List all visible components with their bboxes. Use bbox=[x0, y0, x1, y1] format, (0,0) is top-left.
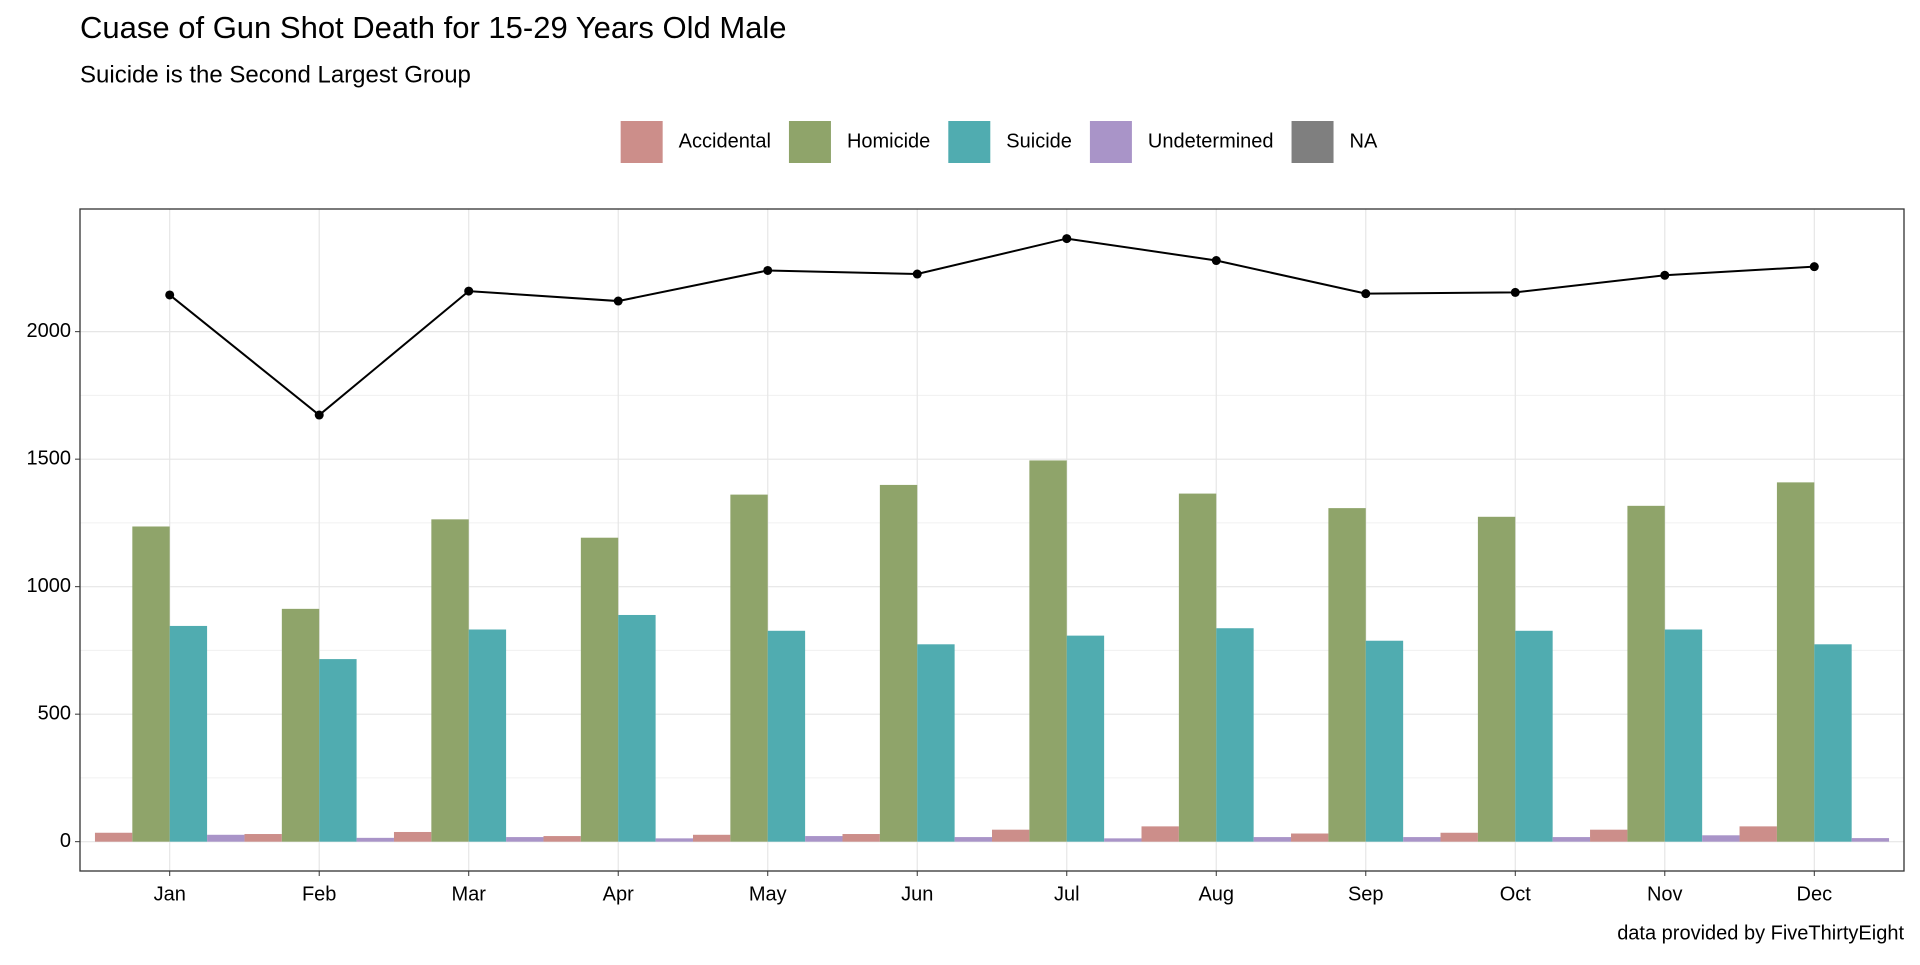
bar bbox=[692, 834, 731, 842]
bar bbox=[1776, 482, 1815, 842]
x-tick-label: Sep bbox=[1348, 883, 1384, 905]
chart-subtitle: Suicide is the Second Largest Group bbox=[80, 61, 471, 88]
bar bbox=[1365, 640, 1404, 842]
x-tick-label: Jan bbox=[154, 883, 186, 905]
bar bbox=[1664, 629, 1703, 842]
bar bbox=[1552, 837, 1591, 842]
y-tick-label: 500 bbox=[38, 702, 71, 724]
bar bbox=[1141, 826, 1179, 842]
bar bbox=[767, 630, 806, 842]
bar bbox=[1515, 630, 1553, 842]
total-point bbox=[1211, 256, 1221, 266]
legend-key bbox=[1291, 121, 1334, 163]
x-tick-label: Aug bbox=[1198, 883, 1234, 905]
bar bbox=[1851, 838, 1890, 842]
x-tick-label: Feb bbox=[302, 883, 336, 905]
bar bbox=[1814, 644, 1852, 842]
bar bbox=[1253, 837, 1292, 842]
total-point bbox=[1361, 289, 1371, 299]
total-point bbox=[763, 265, 773, 275]
x-tick-label: Apr bbox=[603, 883, 634, 905]
legend-key bbox=[620, 121, 663, 163]
bar bbox=[132, 526, 170, 842]
bar bbox=[730, 494, 768, 842]
bar bbox=[393, 831, 432, 842]
legend-key bbox=[1089, 121, 1132, 163]
bar bbox=[1216, 628, 1254, 842]
total-point bbox=[1062, 234, 1072, 244]
legend-key bbox=[948, 121, 991, 163]
y-tick-label: 1500 bbox=[27, 447, 72, 469]
bar bbox=[1178, 493, 1217, 842]
y-tick-label: 2000 bbox=[27, 320, 72, 342]
bar bbox=[319, 659, 357, 842]
bar bbox=[94, 832, 133, 842]
panel-border bbox=[79, 208, 1905, 872]
total-point bbox=[165, 290, 175, 300]
bar bbox=[543, 836, 581, 842]
legend-key bbox=[788, 121, 831, 163]
bar bbox=[1440, 832, 1478, 842]
bar bbox=[917, 644, 955, 842]
legend-label: NA bbox=[1350, 130, 1378, 152]
bar bbox=[244, 834, 282, 842]
bar bbox=[431, 519, 469, 842]
total-point bbox=[912, 269, 922, 279]
legend-label: Accidental bbox=[679, 130, 771, 152]
total-point bbox=[1660, 270, 1670, 280]
bar bbox=[1328, 508, 1366, 842]
chart-title: Cuase of Gun Shot Death for 15-29 Years … bbox=[80, 10, 787, 45]
bar bbox=[842, 834, 880, 842]
bar bbox=[506, 837, 544, 842]
bar bbox=[1029, 460, 1067, 842]
bar bbox=[805, 836, 843, 842]
x-tick-label: Dec bbox=[1797, 883, 1833, 905]
total-point bbox=[1510, 287, 1520, 297]
total-point bbox=[613, 296, 623, 306]
bar bbox=[1739, 826, 1777, 842]
bar bbox=[1104, 838, 1142, 842]
bar bbox=[1066, 635, 1105, 842]
y-tick-label: 1000 bbox=[27, 575, 72, 597]
bar bbox=[1403, 837, 1441, 842]
x-tick-label: May bbox=[749, 883, 787, 905]
x-tick-label: Oct bbox=[1500, 883, 1532, 905]
bar bbox=[1477, 516, 1516, 842]
legend: Accidental Homicide Suicide Undetermined NA bbox=[620, 121, 1378, 163]
legend-label: Homicide bbox=[847, 130, 930, 152]
y-tick-label: 0 bbox=[60, 830, 71, 852]
x-tick-label: Nov bbox=[1647, 883, 1683, 905]
bar bbox=[954, 837, 992, 842]
bar bbox=[468, 629, 507, 842]
bar bbox=[1702, 835, 1740, 842]
x-tick-label: Mar bbox=[451, 883, 486, 905]
total-point bbox=[464, 286, 474, 296]
total-line bbox=[169, 237, 1815, 417]
x-tick-label: Jul bbox=[1054, 883, 1080, 905]
bar bbox=[655, 838, 693, 842]
bar bbox=[356, 837, 394, 842]
bar bbox=[207, 834, 245, 842]
bar bbox=[992, 829, 1030, 842]
legend-label: Undetermined bbox=[1148, 130, 1274, 152]
bar bbox=[281, 608, 320, 842]
bar bbox=[169, 625, 208, 842]
total-point bbox=[314, 410, 324, 420]
x-tick-label: Jun bbox=[901, 883, 933, 905]
bar bbox=[580, 537, 619, 842]
total-point bbox=[1809, 262, 1819, 272]
legend-label: Suicide bbox=[1006, 130, 1072, 152]
caption: data provided by FiveThirtyEight bbox=[1617, 922, 1904, 944]
bar bbox=[1291, 833, 1329, 842]
bar bbox=[1627, 505, 1665, 842]
bar bbox=[618, 614, 656, 842]
bar bbox=[879, 484, 918, 842]
bar bbox=[1590, 829, 1628, 842]
